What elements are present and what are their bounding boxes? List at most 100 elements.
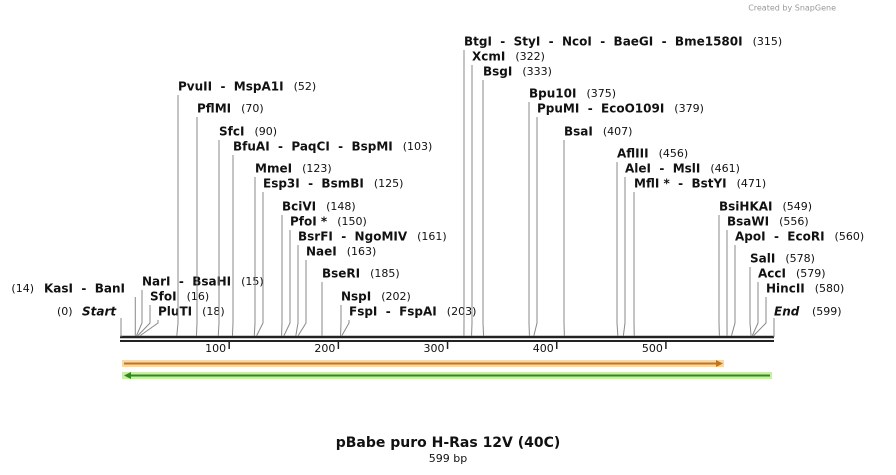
enzyme-position: (90) bbox=[254, 125, 277, 138]
enzyme-position: (52) bbox=[294, 80, 317, 93]
enzyme-name: ApoI - EcoRI bbox=[735, 230, 825, 244]
enzyme-position: (322) bbox=[515, 50, 545, 63]
enzyme-name: Esp3I - BsmBI bbox=[263, 177, 364, 191]
enzyme-name: AleI - MslI bbox=[625, 162, 700, 176]
enzyme-name: PvuII - MspA1I bbox=[178, 80, 284, 94]
enzyme-position: (161) bbox=[417, 230, 447, 243]
enzyme-position: (163) bbox=[347, 245, 377, 258]
cut-line bbox=[616, 162, 619, 337]
enzyme-name: XcmI bbox=[472, 50, 505, 64]
ruler-label: 200 bbox=[314, 342, 335, 355]
cut-line bbox=[195, 117, 198, 337]
enzyme-name: FspI - FspAI bbox=[349, 305, 437, 319]
enzyme-name: BsaI bbox=[564, 125, 593, 139]
enzyme-position: (560) bbox=[835, 230, 865, 243]
cut-line bbox=[752, 297, 767, 337]
start-position: (0) bbox=[57, 305, 73, 318]
enzyme-name: Bpu10I bbox=[529, 87, 576, 101]
cut-line bbox=[283, 230, 291, 337]
enzyme-position: (578) bbox=[785, 252, 815, 265]
enzyme-name: BseRI bbox=[322, 267, 360, 281]
enzyme-position: (315) bbox=[753, 35, 783, 48]
enzyme-name: NaeI bbox=[306, 245, 337, 259]
cut-line bbox=[341, 320, 350, 337]
enzyme-position: (150) bbox=[337, 215, 367, 228]
enzyme-position: (15) bbox=[241, 275, 264, 288]
enzyme-position: (333) bbox=[522, 65, 552, 78]
features bbox=[122, 360, 772, 379]
cut-line bbox=[217, 140, 220, 337]
enzyme-position: (203) bbox=[447, 305, 477, 318]
cut-line bbox=[622, 177, 626, 337]
enzyme-position: (123) bbox=[302, 162, 332, 175]
enzyme-position: (16) bbox=[187, 290, 210, 303]
enzyme-position: (185) bbox=[370, 267, 400, 280]
enzyme-name: BsgI bbox=[483, 65, 512, 79]
enzyme-name: MmeI bbox=[255, 162, 292, 176]
enzyme-name: MflI * - BstYI bbox=[634, 177, 727, 191]
cut-line bbox=[256, 192, 264, 337]
enzyme-position: (580) bbox=[815, 282, 845, 295]
enzyme-name: BfuAI - PaqCI - BspMI bbox=[233, 140, 393, 154]
cut-line bbox=[135, 290, 143, 337]
enzyme-name: AccI bbox=[758, 267, 786, 281]
enzyme-position: (456) bbox=[659, 147, 689, 160]
enzyme-position: (579) bbox=[796, 267, 826, 280]
enzyme-name: AflIII bbox=[617, 147, 649, 161]
cut-line bbox=[137, 305, 151, 337]
enzyme-name: BsaWI bbox=[727, 215, 769, 229]
enzyme-name: SfoI bbox=[150, 290, 177, 304]
title: pBabe puro H-Ras 12V (40C) bbox=[336, 435, 561, 451]
start-label: Start bbox=[82, 305, 117, 319]
enzyme-position: (70) bbox=[241, 102, 264, 115]
end-position: (599) bbox=[812, 305, 842, 318]
enzyme-position: (14) bbox=[11, 282, 34, 295]
ruler-label: 400 bbox=[533, 342, 554, 355]
cut-line bbox=[751, 282, 759, 337]
enzyme-name: NspI bbox=[341, 290, 371, 304]
enzyme-name: PflMI bbox=[197, 102, 231, 116]
enzyme-name: NarI - BsaHI bbox=[142, 275, 231, 289]
enzyme-name: SalI bbox=[750, 252, 775, 266]
enzyme-position: (375) bbox=[586, 87, 616, 100]
enzyme-name: HincII bbox=[766, 282, 805, 296]
subtitle: 599 bp bbox=[429, 452, 467, 465]
cut-line bbox=[139, 320, 159, 337]
enzyme-name: PfoI * bbox=[290, 215, 328, 229]
enzyme-name: BsiHKAI bbox=[719, 200, 773, 214]
cut-line bbox=[176, 95, 179, 337]
enzyme-position: (202) bbox=[381, 290, 411, 303]
arrow-head bbox=[124, 372, 131, 379]
cut-line bbox=[749, 267, 752, 337]
enzyme-name: BciVI bbox=[282, 200, 316, 214]
cut-line bbox=[482, 80, 485, 337]
ruler-label: 500 bbox=[642, 342, 663, 355]
enzyme-position: (471) bbox=[737, 177, 767, 190]
cut-line bbox=[253, 177, 256, 337]
enzyme-name: PpuMI - EcoO109I bbox=[537, 102, 664, 116]
enzyme-position: (18) bbox=[202, 305, 225, 318]
arrow-head bbox=[716, 360, 723, 367]
cut-line bbox=[730, 245, 736, 337]
cut-line bbox=[295, 245, 299, 337]
enzyme-position: (549) bbox=[783, 200, 813, 213]
enzyme-position: (461) bbox=[710, 162, 740, 175]
end-label: End bbox=[774, 305, 800, 319]
cut-line bbox=[231, 155, 234, 337]
ruler-label: 300 bbox=[424, 342, 445, 355]
enzyme-name: BsrFI - NgoMIV bbox=[298, 230, 408, 244]
enzyme-position: (148) bbox=[326, 200, 356, 213]
brand: Created by SnapGene bbox=[748, 4, 836, 13]
enzyme-position: (407) bbox=[603, 125, 633, 138]
enzyme-name: SfcI bbox=[219, 125, 244, 139]
cut-line bbox=[297, 260, 307, 337]
enzyme-name: PluTI bbox=[158, 305, 192, 319]
enzyme-position: (125) bbox=[374, 177, 404, 190]
enzyme-position: (556) bbox=[779, 215, 809, 228]
enzyme-name: KasI - BanI bbox=[44, 282, 125, 296]
enzyme-position: (103) bbox=[403, 140, 433, 153]
enzyme-position: (379) bbox=[674, 102, 704, 115]
ruler-label: 100 bbox=[205, 342, 226, 355]
enzyme-name: BtgI - StyI - NcoI - BaeGI - Bme1580I bbox=[464, 35, 743, 49]
